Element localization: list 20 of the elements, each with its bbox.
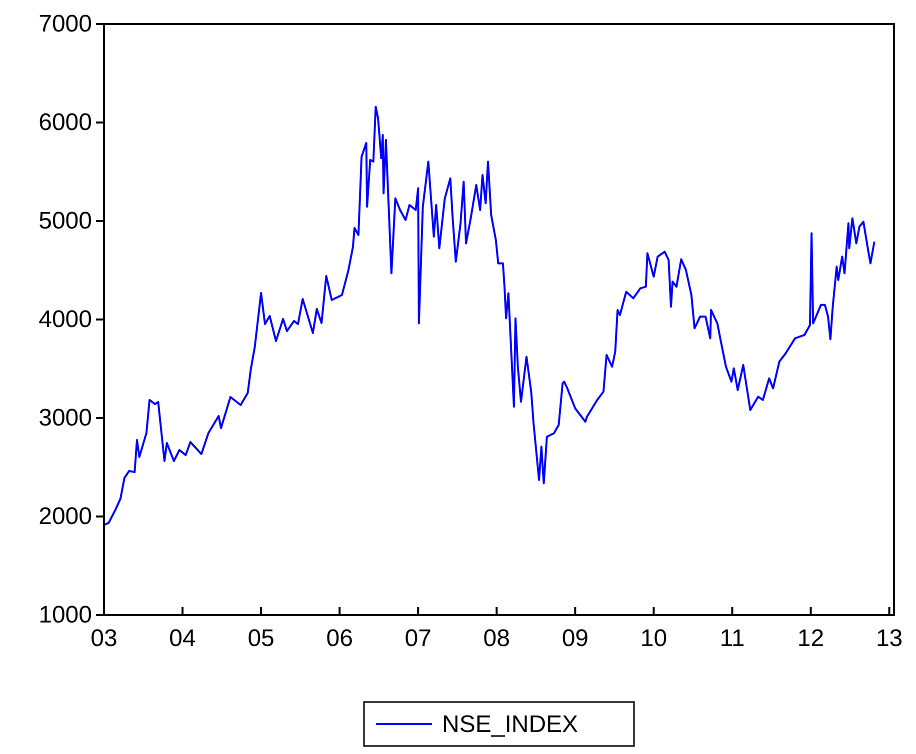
y-tick-label: 1000: [38, 602, 92, 629]
y-tick-label: 5000: [38, 208, 92, 235]
x-tick-label: 11: [720, 625, 745, 652]
x-tick-label: 07: [404, 625, 432, 652]
x-tick-label: 08: [483, 625, 510, 652]
x-tick-label: 13: [876, 625, 903, 652]
x-tick-label: 04: [169, 625, 196, 652]
y-tick-label: 3000: [38, 404, 92, 432]
line-series: [103, 106, 876, 526]
y-tick-label: 6000: [38, 109, 92, 136]
legend-label: NSE_INDEX: [442, 711, 578, 738]
x-tick-label: 06: [326, 625, 353, 652]
x-tick-label: 09: [562, 625, 589, 652]
x-tick-label: 03: [90, 625, 118, 652]
x-tick-label: 10: [640, 625, 668, 652]
x-tick-label: 12: [797, 625, 824, 652]
y-tick-label: 2000: [38, 503, 92, 530]
y-tick-label: 7000: [38, 10, 92, 38]
x-tick-label: 05: [248, 625, 274, 652]
y-tick-label: 4000: [38, 306, 92, 334]
